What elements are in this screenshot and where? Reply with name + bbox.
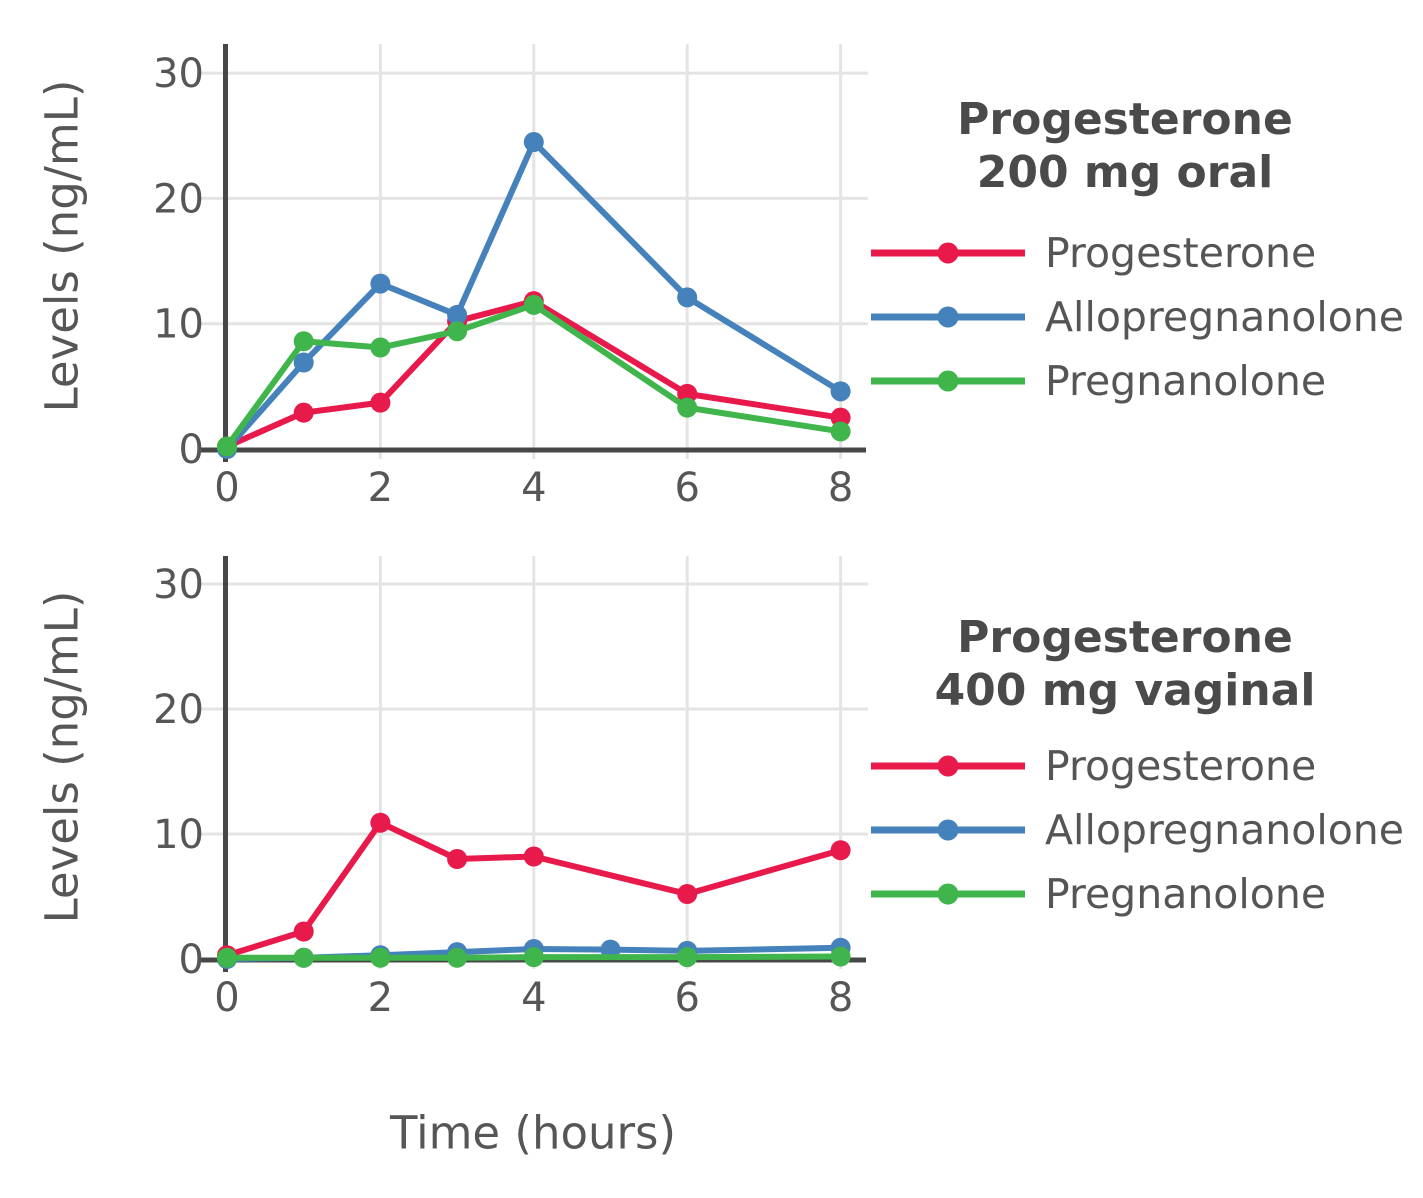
legend-swatch-line-dot [871,242,1025,264]
data-point-progesterone [447,849,468,869]
data-point-pregnanolone [447,947,468,968]
x-tick-label: 4 [521,975,546,1021]
legend-label: Pregnanolone [1045,870,1327,918]
legend-swatch-line-dot [871,819,1025,841]
x-tick-label: 4 [521,465,546,511]
data-point-pregnanolone [830,421,851,442]
legend-item-progesterone: Progesterone [868,221,1404,285]
data-point-pregnanolone [217,436,237,457]
x-tick-label: 8 [828,465,853,511]
y-tick-label: 30 [153,51,204,97]
x-tick-label: 6 [674,465,699,511]
y-tick-label: 30 [153,562,204,608]
y-axis-label-top: Levels (ng/mL) [35,79,89,413]
data-point-allopregnanolone [830,381,851,402]
data-point-pregnanolone [830,946,851,967]
legend-label: Allopregnanolone [1045,806,1405,854]
data-point-pregnanolone [370,337,391,358]
data-point-progesterone [830,407,851,428]
data-point-pregnanolone [217,947,237,968]
chart-title-top-line2: 200 mg oral [976,147,1274,198]
data-point-allopregnanolone [677,287,698,308]
legend-top: Progesterone Allopregnanolone Pregnanolo… [868,221,1404,413]
legend-label: Progesterone [1045,229,1317,277]
y-tick-label: 20 [153,176,204,222]
legend-swatch-line-dot [871,883,1025,905]
legend-item-allopregnanolone: Allopregnanolone [868,798,1404,862]
data-point-pregnanolone [293,947,314,968]
legend-item-allopregnanolone: Allopregnanolone [868,285,1404,349]
legend-item-pregnanolone: Pregnanolone [868,862,1404,926]
chart-title-bottom: Progesterone 400 mg vaginal [895,611,1355,717]
legend-swatch-line-dot [871,755,1025,777]
y-tick-label: 20 [153,687,204,733]
x-tick-label: 8 [828,975,853,1021]
chart-title-bottom-line1: Progesterone [957,612,1293,663]
data-point-pregnanolone [370,947,391,968]
x-tick-label: 2 [368,975,393,1021]
data-point-pregnanolone [677,947,698,968]
data-point-progesterone [370,812,391,833]
data-point-progesterone [523,846,544,867]
legend-bottom: Progesterone Allopregnanolone Pregnanolo… [868,734,1404,926]
data-point-allopregnanolone [370,273,391,294]
y-tick-label: 10 [153,302,204,348]
legend-label: Progesterone [1045,742,1317,790]
data-point-allopregnanolone [293,352,314,373]
y-tick-label: 0 [179,427,204,473]
chart-title-bottom-line2: 400 mg vaginal [934,665,1316,716]
data-point-progesterone [370,392,391,413]
legend-label: Allopregnanolone [1045,293,1405,341]
legend-label: Pregnanolone [1045,357,1327,405]
data-point-allopregnanolone [523,132,544,153]
x-tick-label: 0 [214,975,239,1021]
data-point-allopregnanolone [447,304,468,325]
x-tick-label: 0 [214,465,239,511]
data-point-progesterone [677,884,698,904]
data-point-pregnanolone [523,947,544,968]
chart-title-top: Progesterone 200 mg oral [895,93,1355,199]
data-point-pregnanolone [677,397,698,418]
data-point-pregnanolone [447,321,468,342]
x-tick-label: 2 [368,465,393,511]
data-point-pregnanolone [523,294,544,315]
data-point-progesterone [677,383,698,404]
data-point-pregnanolone [293,331,314,352]
y-tick-label: 0 [179,937,204,983]
chart-title-top-line1: Progesterone [957,94,1293,145]
data-point-progesterone [830,840,851,861]
legend-swatch-line-dot [871,370,1025,392]
legend-item-progesterone: Progesterone [868,734,1404,798]
y-axis-label-bottom: Levels (ng/mL) [35,590,89,924]
legend-swatch-line-dot [871,306,1025,328]
y-tick-label: 10 [153,812,204,858]
data-point-progesterone [293,402,314,423]
legend-item-pregnanolone: Pregnanolone [868,349,1404,413]
x-tick-label: 6 [674,975,699,1021]
data-point-progesterone [293,921,314,942]
x-axis-label: Time (hours) [389,1106,677,1160]
